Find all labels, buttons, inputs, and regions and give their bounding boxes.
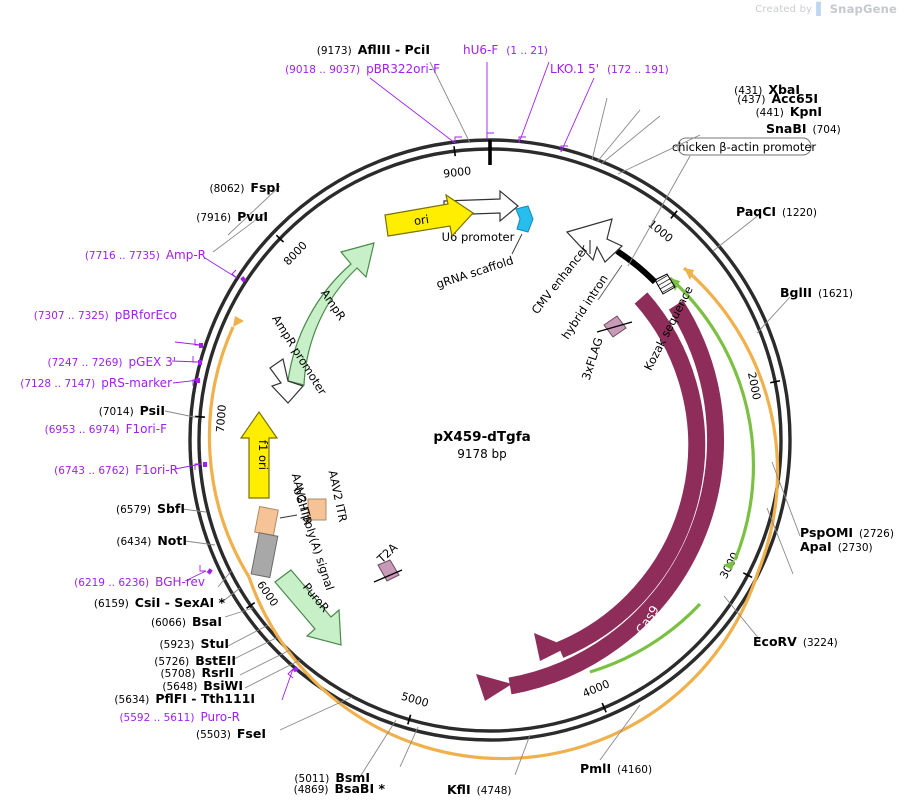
- leader-lines: [164, 61, 801, 781]
- feature-cas9-outer[interactable]: Cas9: [534, 292, 706, 661]
- label-puro-r[interactable]: (5592 .. 5611) Puro-R: [119, 710, 240, 724]
- boxed-feature-label: chicken β-actin promoter: [672, 140, 817, 154]
- label-bsiwi[interactable]: (5648) BsiWI: [162, 678, 243, 693]
- label-bsteii[interactable]: (5726) BstEII: [154, 653, 236, 668]
- label-kpni[interactable]: (441) KpnI: [756, 104, 822, 119]
- watermark-brand: SnapGene: [829, 2, 897, 16]
- label-pbr322ori-f[interactable]: (9018 .. 9037) pBR322ori-F: [285, 62, 440, 76]
- label-bsai[interactable]: (6066) BsaI: [151, 614, 222, 629]
- label-lko-1-5: LKO.1 5' (172 .. 191): [550, 62, 669, 76]
- label-bgh-rev[interactable]: (6219 .. 6236) BGH-rev: [74, 575, 205, 589]
- label-fsei[interactable]: (5503) FseI: [196, 726, 266, 741]
- label-noti[interactable]: (6434) NotI: [116, 533, 187, 548]
- ruler-tick: [275, 234, 285, 243]
- feature-ori[interactable]: ori: [384, 193, 474, 238]
- label-sbfi[interactable]: (6579) SbfI: [116, 501, 185, 516]
- ruler-tick: [670, 210, 678, 219]
- label-f1ori-r[interactable]: (6743 .. 6762) F1ori-R: [54, 463, 178, 477]
- label-csii-sexai[interactable]: (6159) CsiI - SexAI *: [94, 595, 226, 610]
- ruler-tick-label: 8000: [281, 239, 310, 268]
- label-bsmi[interactable]: (5011) BsmI: [294, 770, 370, 785]
- ruler-tick-label: 1000: [645, 217, 675, 245]
- label-snabi[interactable]: SnaBI (704): [766, 121, 841, 136]
- label-bglii[interactable]: BglII (1621): [780, 285, 853, 300]
- label-stui[interactable]: (5923) StuI: [160, 636, 229, 651]
- label-prs-marker[interactable]: (7128 .. 7147) pRS-marker: [20, 376, 172, 390]
- ruler-tick-label: 2000: [745, 371, 763, 401]
- feature-label-cas9-outer: Cas9: [585, 573, 611, 607]
- feature-label-3xflag: 3xFLAG: [579, 336, 606, 382]
- label-fspi[interactable]: (8062) FspI: [210, 180, 281, 195]
- label-pbrforeco[interactable]: (7307 .. 7325) pBRforEco: [34, 308, 177, 322]
- label-hu6-f: hU6-F (1 .. 21): [463, 43, 548, 57]
- ruler-tick: [194, 415, 205, 419]
- label-paqci[interactable]: PaqCI (1220): [736, 204, 817, 219]
- ruler-tick-label: 9000: [443, 164, 472, 180]
- boxed-feature-chicken-actin-promoter[interactable]: chicken β-actin promoter: [627, 137, 817, 267]
- feature-3xflag[interactable]: 3xFLAG: [579, 315, 633, 382]
- plasmid-size: 9178 bp: [457, 447, 507, 461]
- label-pgex-3[interactable]: (7247 .. 7269) pGEX 3': [48, 355, 176, 369]
- snapgene-bolt-icon: ▌: [816, 2, 826, 16]
- green-feature-arcs: [589, 276, 755, 674]
- ruler-tick-label: 5000: [400, 690, 431, 710]
- ruler-tick: [601, 702, 607, 713]
- label-psii[interactable]: (7014) PsiI: [99, 403, 165, 418]
- label-afliii-pcii[interactable]: (9173) AflIII - PciI: [317, 42, 430, 57]
- feature-ampr-promoter[interactable]: AmpR promoter: [269, 312, 330, 404]
- feature-label-aav2-itr-upper: AAV2 ITR: [326, 469, 351, 523]
- label-acc65i[interactable]: (437) Acc65I: [737, 91, 818, 106]
- feature-cmv-enhancer[interactable]: CMV enhancer: [529, 218, 624, 317]
- annotation-labels: (9018 .. 9037) pBR322ori-F (9173) AflIII - …: [20, 42, 894, 797]
- label-pspomi[interactable]: PspOMI (2726): [800, 525, 894, 540]
- snapgene-watermark: Created by ▌ SnapGene: [755, 2, 897, 16]
- feature-label-grna-scaffold: gRNA scaffold: [434, 253, 515, 291]
- label-f1ori-f[interactable]: (6953 .. 6974) F1ori-F: [45, 422, 167, 436]
- feature-f1-ori[interactable]: f1 ori: [239, 410, 279, 499]
- label-amp-r[interactable]: (7716 .. 7735) Amp-R: [85, 248, 206, 262]
- label-xbai[interactable]: (431) XbaI: [734, 82, 800, 97]
- feature-label-u6-promoter: U6 promoter: [442, 230, 515, 244]
- label-kfli[interactable]: KflI (4748): [447, 782, 512, 797]
- label-apai[interactable]: ApaI (2730): [800, 539, 873, 554]
- label-rsrii[interactable]: (5708) RsrII: [161, 665, 234, 680]
- label-bsabi[interactable]: (4869) BsaBI *: [294, 781, 386, 796]
- label-pvui[interactable]: (7916) PvuI: [196, 209, 268, 224]
- label-pflfi-tth111i[interactable]: (5634) PflFI - Tth111I: [114, 691, 255, 706]
- ruler-tick: [453, 146, 457, 157]
- ruler-tick: [246, 601, 256, 609]
- feature-label-f1-ori: f1 ori: [256, 440, 270, 470]
- feature-label-t2a: T2A: [374, 540, 401, 566]
- ruler-tick-label: 4000: [581, 677, 612, 700]
- primer-tick-marks: [196, 276, 299, 673]
- ruler-tick: [770, 379, 781, 384]
- label-pmli[interactable]: PmlI (4160): [580, 761, 652, 776]
- ruler-tick: [407, 714, 412, 725]
- plasmid-title: pX459-dTgfa: [433, 429, 530, 445]
- label-ecorv[interactable]: EcoRV (3224): [753, 634, 838, 649]
- watermark-prefix: Created by: [755, 3, 813, 15]
- feature-label-ori: ori: [413, 212, 430, 228]
- ruler-tick: [742, 572, 753, 579]
- orange-feature-arcs: [207, 266, 780, 761]
- feature-t2a[interactable]: T2A: [374, 540, 403, 583]
- ruler-tick-label: 7000: [214, 404, 229, 433]
